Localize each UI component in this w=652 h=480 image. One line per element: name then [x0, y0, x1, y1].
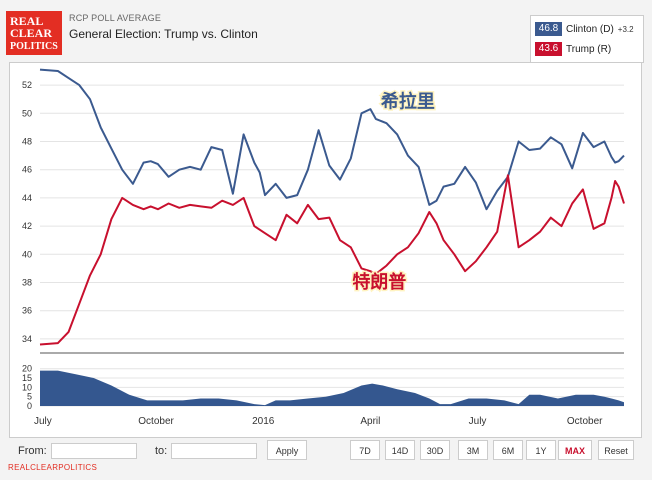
range-button-14d[interactable]: 14D [385, 440, 415, 460]
volume-area [40, 370, 624, 406]
y-tick-label: 50 [22, 108, 32, 118]
volume-tick-label: 10 [22, 382, 32, 392]
logo-line-2: CLEAR [10, 26, 52, 40]
y-tick-label: 52 [22, 80, 32, 90]
y-tick-label: 40 [22, 249, 32, 259]
clinton-line [39, 68, 625, 211]
trump-annotation: 特朗普 [352, 271, 406, 293]
range-button-7d[interactable]: 7D [350, 440, 380, 460]
x-tick-label: July [34, 416, 52, 427]
range-button-max[interactable]: MAX [558, 440, 592, 460]
chart-title: General Election: Trump vs. Clinton [69, 27, 258, 41]
legend-value-trump: 43.6 [535, 42, 562, 56]
chart-area[interactable]: 34 36 38 40 42 44 46 48 50 52 0 5 10 15 20 希拉里特朗普 July… [9, 62, 642, 438]
legend-name-trump: Trump (R) [566, 43, 612, 55]
range-controls: From: to: Apply 7D 14D 30D 3M 6M 1Y MAX Reset [9, 437, 640, 465]
logo-line-1: REAL [10, 14, 43, 28]
legend-name-clinton: Clinton (D) [566, 23, 614, 35]
watermark: REALCLEARPOLITICS [8, 463, 98, 472]
rcp-logo[interactable]: REAL CLEAR POLITICS [6, 11, 62, 55]
apply-button[interactable]: Apply [267, 440, 307, 460]
clinton-annotation: 希拉里 [381, 91, 435, 113]
legend: 46.8 Clinton (D) +3.2 43.6 Trump (R) [530, 15, 644, 63]
legend-value-clinton: 46.8 [535, 22, 562, 36]
range-button-30d[interactable]: 30D [420, 440, 450, 460]
y-tick-label: 38 [22, 278, 32, 288]
to-label: to: [155, 445, 168, 457]
volume-tick-label: 0 [27, 401, 32, 411]
x-tick-label: April [360, 416, 380, 427]
y-tick-label: 46 [22, 165, 32, 175]
x-tick-label: July [469, 416, 487, 427]
from-date-input[interactable] [51, 443, 137, 459]
chart-header: REAL CLEAR POLITICS RCP POLL AVERAGE Gen… [0, 0, 652, 63]
volume-tick-label: 15 [22, 373, 32, 383]
volume-tick-label: 5 [27, 392, 32, 402]
x-tick-label: October [567, 416, 603, 427]
to-date-input[interactable] [171, 443, 257, 459]
from-label: From: [18, 445, 47, 457]
y-tick-label: 36 [22, 306, 32, 316]
legend-spread-clinton: +3.2 [617, 24, 634, 34]
volume-tick-label: 20 [22, 364, 32, 374]
legend-item-trump[interactable]: 43.6 Trump (R) [535, 41, 611, 57]
y-tick-label: 42 [22, 221, 32, 231]
range-button-3m[interactable]: 3M [458, 440, 488, 460]
x-tick-label: October [138, 416, 174, 427]
range-button-1y[interactable]: 1Y [526, 440, 556, 460]
y-tick-label: 34 [22, 334, 32, 344]
y-tick-label: 48 [22, 137, 32, 147]
legend-item-clinton[interactable]: 46.8 Clinton (D) +3.2 [535, 21, 634, 37]
poll-average-label: RCP POLL AVERAGE [69, 13, 162, 23]
range-button-6m[interactable]: 6M [493, 440, 523, 460]
y-tick-label: 44 [22, 193, 32, 203]
x-tick-label: 2016 [252, 416, 275, 427]
logo-line-3: POLITICS [10, 41, 58, 52]
trump-line [39, 174, 625, 346]
reset-button[interactable]: Reset [598, 440, 634, 460]
